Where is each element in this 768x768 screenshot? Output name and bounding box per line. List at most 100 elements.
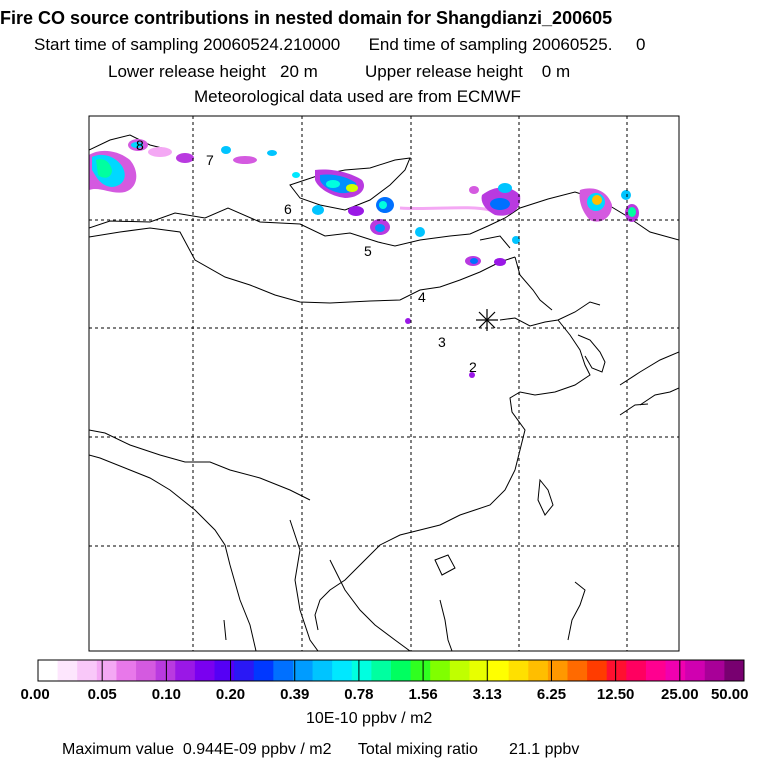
- northwest-line: [89, 134, 171, 151]
- upper-height-value: 0 m: [541, 62, 571, 81]
- colorbar-label: 6.25: [536, 686, 567, 703]
- colorbar-label: 0.00: [20, 686, 50, 703]
- colorbar-cell: [136, 660, 157, 681]
- trajectory-label: 3: [438, 334, 446, 350]
- trajectory-label: 6: [284, 201, 292, 217]
- colorbar-label: 3.13: [472, 686, 502, 703]
- colorbar-cell: [273, 660, 294, 681]
- colorbar-frame: [37, 659, 745, 682]
- total-mixing-value: 21.1 ppbv: [509, 741, 580, 758]
- colorbar-label: 0.05: [87, 686, 117, 703]
- colorbar-label: 1.56: [408, 686, 438, 703]
- trajectory-label: 4: [418, 289, 426, 305]
- myanmar-west: [229, 564, 257, 651]
- vietnam-coast: [439, 599, 453, 651]
- japan-coast: [619, 351, 679, 386]
- border-east: [514, 256, 553, 311]
- colorbar-cell: [410, 660, 431, 681]
- colorbar-cell: [312, 660, 333, 681]
- korea-peninsula: [577, 334, 606, 373]
- concentration-plumes: [89, 139, 639, 378]
- colorbar-ticks: [37, 660, 745, 681]
- kyushu: [619, 403, 649, 416]
- trajectory-label: 2: [469, 359, 477, 375]
- colorbar-cell: [371, 660, 392, 681]
- colorbar-cell: [665, 660, 686, 681]
- trajectory-label: 7: [206, 152, 214, 168]
- release-height-line: Lower release height 20 m Upper release …: [108, 62, 768, 82]
- colorbar-cell: [489, 660, 510, 681]
- laos-vietnam: [329, 559, 411, 651]
- colorbar-label: 0.20: [215, 686, 246, 703]
- colorbar-label: 0.39: [280, 686, 310, 703]
- colorbar-label: 0.10: [151, 686, 181, 703]
- upper-height-label: Upper release height: [365, 62, 523, 81]
- lower-height-value: 20 m: [280, 62, 318, 81]
- trajectory-label: 5: [364, 243, 372, 259]
- colorbar-cell: [587, 660, 608, 681]
- colorbar-cell: [96, 660, 117, 681]
- colorbar-cell: [547, 660, 568, 681]
- colorbar-cell: [704, 660, 725, 681]
- inner-border: [89, 227, 516, 304]
- himalaya-border: [89, 429, 311, 501]
- island-line: [223, 619, 227, 641]
- colorbar-cell: [77, 660, 98, 681]
- colorbar-cell: [528, 660, 549, 681]
- colorbar-label: 50.00: [710, 686, 749, 703]
- colorbar-cell: [292, 660, 314, 681]
- colorbar-cell: [234, 660, 255, 681]
- colorbar-cell: [38, 660, 59, 681]
- northern-border: [89, 191, 679, 247]
- colorbar-cell: [175, 660, 196, 681]
- south-asia-border: [89, 454, 231, 566]
- start-time-value: 20060524.210000: [203, 35, 341, 54]
- lower-height-label: Lower release height: [108, 62, 266, 81]
- colorbar-cell: [567, 660, 588, 681]
- station-star-icon: [476, 309, 498, 331]
- colorbar-label: 12.50: [596, 686, 635, 703]
- colorbar-cell: [508, 660, 529, 681]
- max-value: 0.944E-09 ppbv / m2: [182, 741, 332, 758]
- colorbar-cell: [155, 660, 176, 681]
- hainan: [434, 554, 456, 576]
- myanmar-thailand: [289, 519, 319, 651]
- coastlines-and-borders: [89, 134, 679, 651]
- colorbar-cell: [606, 660, 627, 681]
- meteorological-data-line: Meteorological data used are from ECMWF: [194, 87, 521, 106]
- sampling-time-line: Start time of sampling 20060524.210000 E…: [34, 35, 768, 55]
- bohai-coast: [499, 301, 601, 327]
- end-time-value: 20060525. 0: [532, 35, 646, 54]
- colorbar-label: 25.00: [661, 686, 699, 703]
- map-grid: [89, 116, 679, 651]
- colorbar-cell: [57, 660, 78, 681]
- colorbar-cell: [214, 660, 235, 681]
- manchuria-line: [479, 235, 511, 249]
- total-mixing-label: Total mixing ratio: [357, 741, 478, 758]
- colorbar-cell: [194, 660, 215, 681]
- colorbar-cell: [469, 660, 490, 681]
- colorbar-units: 10E-10 ppbv / m2: [306, 710, 433, 727]
- colorbar-cell: [430, 660, 451, 681]
- lake-baikal: [289, 157, 411, 211]
- japan-south: [639, 387, 679, 406]
- colorbar-cell: [645, 660, 667, 681]
- colorbar-cell: [116, 660, 137, 681]
- colorbar-label: 0.78: [344, 686, 374, 703]
- map-frame: [88, 115, 680, 652]
- colorbar-cell: [449, 660, 470, 681]
- end-time-label: End time of sampling: [368, 35, 528, 54]
- trajectory-label: 8: [136, 137, 144, 153]
- colorbar-cells: [38, 660, 745, 681]
- max-value-label: Maximum value: [62, 741, 175, 758]
- summary-line: Maximum value 0.944E-09 ppbv / m2 Total …: [62, 741, 579, 759]
- colorbar-cell: [253, 660, 274, 681]
- taiwan: [537, 478, 554, 516]
- colorbar-cell: [351, 660, 372, 681]
- colorbar: [37, 659, 745, 682]
- colorbar-cell: [724, 660, 745, 681]
- china-coast: [314, 319, 591, 631]
- colorbar-cell: [391, 660, 412, 681]
- start-time-label: Start time of sampling: [34, 35, 199, 54]
